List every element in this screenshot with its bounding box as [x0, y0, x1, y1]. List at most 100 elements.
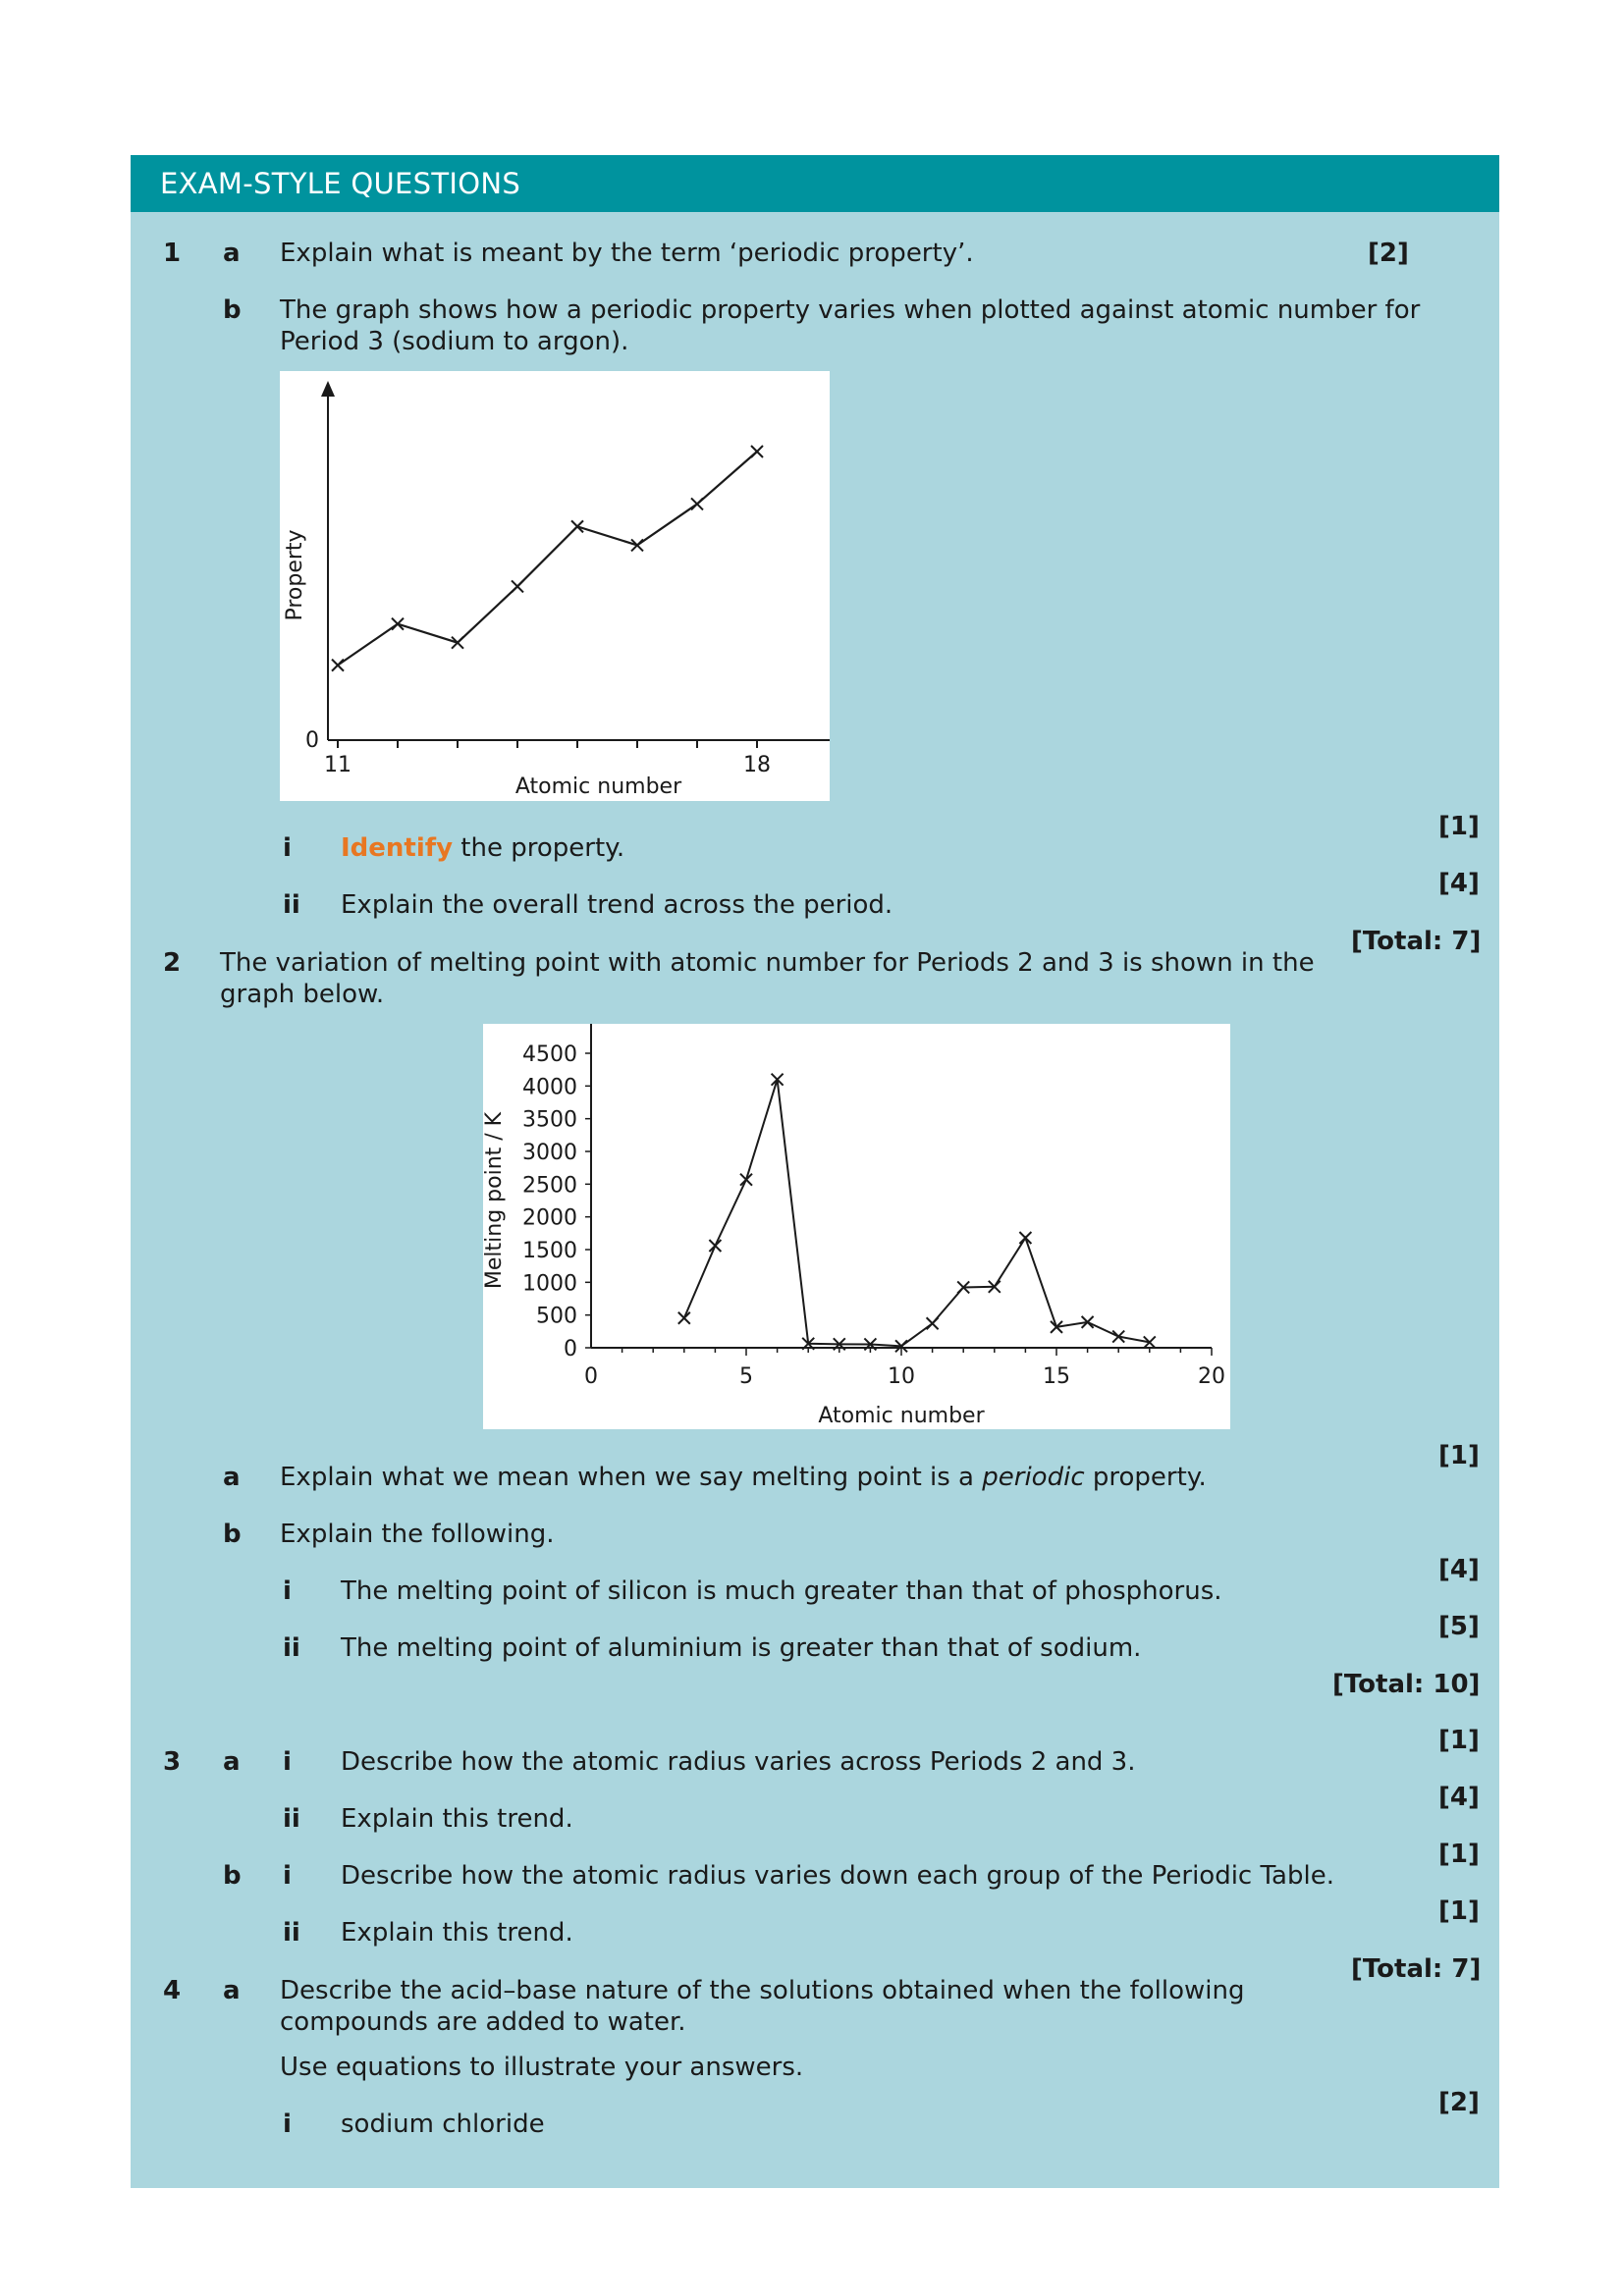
- q1-part-b-label: b: [223, 295, 242, 325]
- property-point-18-stroke-b: [750, 445, 764, 458]
- y-tick-label-500: 500: [536, 1305, 577, 1329]
- melting-point-15-stroke-b: [1050, 1320, 1063, 1334]
- q2bi-text: The melting point of silicon is much gre…: [341, 1576, 1222, 1606]
- q3bii-marks: [1]: [1438, 1896, 1480, 1926]
- question-number-1: 1: [163, 239, 182, 268]
- melting-point-4-stroke-b: [708, 1239, 723, 1253]
- question-number-2: 2: [163, 948, 182, 978]
- x-tick-label-10: 10: [888, 1364, 915, 1389]
- y-tick-label-3500: 3500: [522, 1108, 577, 1133]
- x-tick-label-first: 11: [324, 753, 352, 777]
- q1bi-text-rest: the property.: [453, 833, 625, 863]
- q3ai-marks: [1]: [1438, 1726, 1480, 1755]
- y-tick-label-3000: 3000: [522, 1141, 577, 1165]
- q2a-text-before: Explain what we mean when we say melting…: [280, 1463, 983, 1492]
- section-banner: EXAM-STYLE QUESTIONS: [131, 155, 1499, 212]
- melting-point-10: [894, 1339, 908, 1354]
- q2-part-a-label: a: [223, 1463, 241, 1492]
- melting-point-18: [1143, 1335, 1157, 1350]
- property-point-11-stroke-b: [331, 658, 345, 672]
- q2bii-marks: [5]: [1438, 1612, 1480, 1641]
- property-point-12: [391, 616, 405, 631]
- q4a-text-line2: compounds are added to water.: [280, 2007, 686, 2037]
- property-point-15: [570, 519, 584, 534]
- q1bi-text: Identify the property.: [341, 832, 624, 864]
- q3b-sub-i-label: i: [283, 1861, 292, 1891]
- q2b-sub-ii-label: ii: [283, 1633, 300, 1663]
- x-tick-label-20: 20: [1198, 1364, 1225, 1389]
- q3-total-marks: [Total: 7]: [1351, 1954, 1482, 1984]
- property-point-18: [750, 445, 764, 458]
- property-point-11: [331, 658, 345, 672]
- melting-point-13-stroke-b: [988, 1280, 1001, 1294]
- melting-point-12-stroke-b: [956, 1280, 970, 1295]
- property-point-16-stroke-b: [630, 538, 644, 553]
- q2a-marks: [1]: [1438, 1441, 1480, 1470]
- property-point-14-stroke-b: [511, 579, 524, 594]
- q1bi-marks: [1]: [1438, 812, 1480, 841]
- q3b-sub-ii-label: ii: [283, 1918, 300, 1948]
- y-tick-label-2500: 2500: [522, 1173, 577, 1198]
- melting-point-17-stroke-b: [1111, 1329, 1125, 1344]
- q1b-text-line1: The graph shows how a periodic property …: [280, 295, 1421, 325]
- q2bii-text: The melting point of aluminium is greate…: [341, 1633, 1142, 1663]
- melting-point-7: [801, 1337, 815, 1351]
- property-point-17: [690, 497, 704, 511]
- melting-point-18-stroke-b: [1143, 1335, 1157, 1350]
- y-tick-label-1500: 1500: [522, 1239, 577, 1263]
- q1-total-marks: [Total: 7]: [1351, 927, 1482, 956]
- melting-point-17: [1111, 1329, 1125, 1344]
- section-title: EXAM-STYLE QUESTIONS: [160, 167, 521, 200]
- y-tick-label-zero: 0: [305, 728, 319, 753]
- q3a-sub-ii-label: ii: [283, 1804, 300, 1834]
- q3bi-text: Describe how the atomic radius varies do…: [341, 1861, 1334, 1891]
- melting-point-9: [863, 1337, 878, 1352]
- melting-point-graph: 0 5 10 15 20 0 500 1000 1500 2000 2500 3000 3500 4000…: [483, 1024, 1230, 1429]
- property-point-16: [630, 538, 644, 553]
- melting-point-series-line: [682, 1079, 1150, 1348]
- melting-point-8-stroke-b: [833, 1337, 846, 1352]
- melting-point-5: [739, 1172, 753, 1187]
- q2bi-marks: [4]: [1438, 1555, 1480, 1584]
- property-chart-svg: 11 18 0 Atomic number Property: [283, 381, 830, 799]
- q3bii-text: Explain this trend.: [341, 1918, 573, 1948]
- q2-total-marks: [Total: 10]: [1332, 1670, 1481, 1699]
- q1-part-a-label: a: [223, 239, 241, 268]
- q4-part-a-label: a: [223, 1976, 241, 2005]
- y-axis-arrow: [321, 381, 335, 397]
- melting-point-11: [925, 1316, 940, 1330]
- property-graph: 11 18 0 Atomic number Property: [280, 371, 830, 801]
- melting-point-11-stroke-b: [925, 1316, 940, 1330]
- q1bii-marks: [4]: [1438, 869, 1480, 898]
- q3bi-marks: [1]: [1438, 1840, 1480, 1869]
- property-series-line: [337, 451, 758, 667]
- q1bii-text: Explain the overall trend across the per…: [341, 890, 893, 920]
- melting-point-7-stroke-b: [801, 1337, 815, 1351]
- melting-point-14-stroke-b: [1018, 1231, 1033, 1245]
- q3ai-text: Describe how the atomic radius varies ac…: [341, 1747, 1136, 1777]
- melting-point-15: [1050, 1320, 1063, 1334]
- q2-text-line1: The variation of melting point with atom…: [220, 948, 1315, 978]
- melting-point-chart-svg: 0 5 10 15 20 0 500 1000 1500 2000 2500 3000 3500 4000…: [483, 1024, 1225, 1428]
- melting-point-13: [988, 1280, 1001, 1294]
- y-tick-label-4500: 4500: [522, 1042, 577, 1067]
- q2-part-b-label: b: [223, 1520, 242, 1549]
- question-number-4: 4: [163, 1976, 182, 2005]
- x-tick-label-last: 18: [743, 753, 771, 777]
- melting-point-4: [708, 1239, 723, 1253]
- q3a-sub-i-label: i: [283, 1747, 292, 1777]
- melting-point-8: [833, 1337, 846, 1352]
- y-axis-title: Property: [283, 529, 307, 620]
- q4ai-marks: [2]: [1438, 2088, 1480, 2117]
- question-number-3: 3: [163, 1747, 182, 1777]
- property-point-13-stroke-b: [451, 636, 464, 650]
- q1b-sub-ii-label: ii: [283, 890, 300, 920]
- melting-point-5-stroke-b: [739, 1172, 753, 1187]
- melting-point-10-stroke-b: [894, 1339, 908, 1354]
- melting-point-14: [1018, 1231, 1033, 1245]
- q3-part-a-label: a: [223, 1747, 241, 1777]
- q2-text-line2: graph below.: [220, 980, 385, 1009]
- melting-point-16: [1080, 1315, 1095, 1329]
- melting-point-9-stroke-b: [863, 1337, 878, 1352]
- x-tick-label-5: 5: [739, 1364, 753, 1389]
